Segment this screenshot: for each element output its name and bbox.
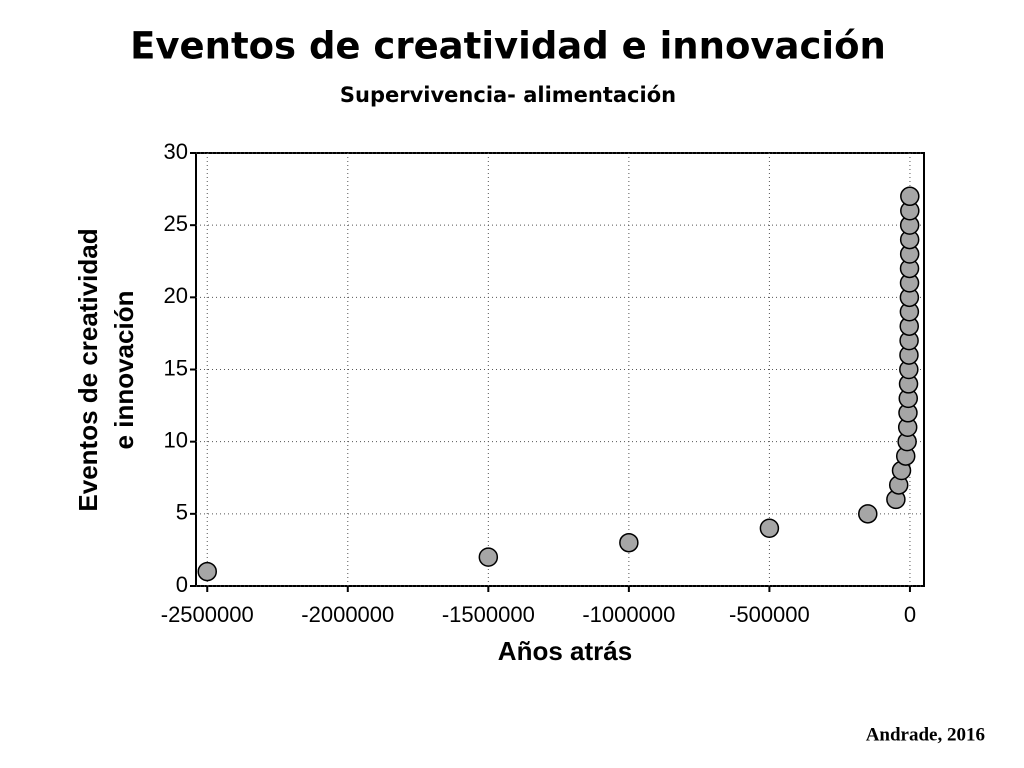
point xyxy=(759,518,780,539)
point xyxy=(478,547,499,567)
point xyxy=(858,504,878,524)
y-tick-label: 15 xyxy=(164,355,188,380)
y-tick-label: 10 xyxy=(164,427,188,452)
point xyxy=(619,532,639,553)
y-tick-label: 0 xyxy=(176,572,188,597)
y-axis-label-line: e innovación xyxy=(109,291,139,450)
y-tick-label: 25 xyxy=(164,211,188,236)
x-tick-label: -1000000 xyxy=(582,602,675,627)
y-tick-label: 20 xyxy=(164,283,188,308)
x-tick-label: -500000 xyxy=(729,602,810,627)
x-tick-label: -2500000 xyxy=(161,602,254,627)
x-tick-label: -2000000 xyxy=(301,602,394,627)
x-axis-label: Años atrás xyxy=(498,636,632,666)
source-note: Andrade, 2016 xyxy=(866,724,985,745)
y-axis-label: Eventos de creatividad e innovación xyxy=(73,228,139,511)
y-axis-label-line: Eventos de creatividad xyxy=(73,228,103,511)
x-tick-label: 0 xyxy=(904,602,916,627)
chart-title: Eventos de creatividad e innovación xyxy=(130,25,886,68)
point xyxy=(197,561,217,582)
y-tick-label: 5 xyxy=(176,500,188,525)
point xyxy=(900,186,920,207)
y-tick-label: 30 xyxy=(164,139,188,164)
chart-subtitle: Supervivencia- alimentación xyxy=(340,83,676,107)
x-tick-label: -1500000 xyxy=(442,602,535,627)
